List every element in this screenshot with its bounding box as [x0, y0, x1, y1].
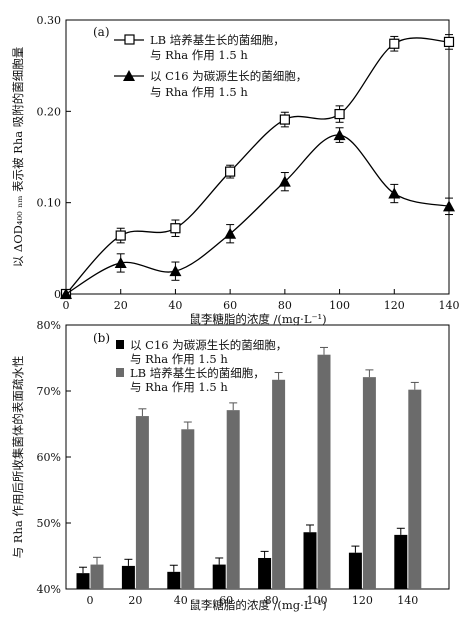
plot-frame-a	[65, 19, 450, 295]
legend-a-label-1b: 与 Rha 作用 1.5 h	[150, 48, 248, 62]
data-point-triangle	[224, 227, 237, 239]
bar-lb	[135, 416, 149, 589]
bar-c16	[303, 532, 317, 589]
data-point-triangle	[60, 288, 72, 299]
y-tick-label-a: 0.10	[37, 197, 62, 210]
x-tick-label-b: 20	[128, 594, 142, 607]
bar-lb	[272, 379, 286, 589]
bar-lb	[362, 377, 376, 589]
x-tick-label-b: 120	[352, 594, 373, 607]
legend-b-swatch-2	[116, 368, 124, 377]
x-tick-label-b: 140	[397, 594, 418, 607]
legend-a-marker-2	[123, 70, 135, 81]
x-tick-label-a: 80	[278, 299, 292, 312]
x-tick-label-a: 120	[384, 299, 405, 312]
data-point-square	[389, 38, 400, 49]
data-point-triangle	[169, 265, 182, 277]
x-tick-label-b: 40	[174, 594, 188, 607]
bar-c16	[212, 564, 226, 589]
legend-a: LB 培养基生长的菌细胞， 与 Rha 作用 1.5 h 以 C16 为碳源生长…	[114, 33, 307, 99]
x-tick-label-b: 80	[265, 594, 279, 607]
x-tick-label-b: 60	[219, 594, 233, 607]
x-tick-label-a: 140	[439, 299, 460, 312]
data-point-square	[225, 166, 236, 177]
legend-b-label-2b: 与 Rha 作用 1.5 h	[130, 380, 228, 394]
y-axis-title-b: 与 Rha 作用后所收集菌体的表面疏水性	[11, 356, 25, 559]
data-point-square	[279, 114, 290, 125]
x-tick-label-a: 0	[63, 299, 70, 312]
x-tick-label-b: 0	[87, 594, 94, 607]
bar-c16	[258, 557, 272, 589]
bar-lb	[226, 410, 240, 589]
data-point-triangle	[114, 256, 127, 268]
y-tick-label-b: 60%	[37, 451, 61, 464]
y-tick-label-b: 70%	[37, 385, 61, 398]
legend-a-marker-1	[124, 34, 135, 45]
panel-a: 0 0.10 0.20 0.30 0 20 40 60 80 100 120 140 (a) LB …	[11, 14, 460, 326]
data-point-square	[115, 230, 126, 241]
legend-b-label-1a: 以 C16 为碳源生长的菌细胞，	[130, 338, 287, 352]
panel-label-a: (a)	[93, 25, 110, 39]
data-point-square	[443, 36, 455, 48]
data-point-square	[170, 223, 181, 234]
x-tick-label-a: 40	[168, 299, 182, 312]
legend-b-label-1b: 与 Rha 作用 1.5 h	[130, 352, 228, 366]
bar-lb	[317, 354, 331, 589]
bar-c16	[167, 571, 181, 589]
y-tick-label-a: 0	[54, 288, 61, 301]
bar-lb	[90, 564, 104, 589]
y-axis-title-a: 以 ΔOD₄₀₀ ₙₘ 表示被 Rha 吸附的菌细胞量	[11, 47, 25, 268]
legend-a-label-2a: 以 C16 为碳源生长的菌细胞，	[150, 69, 307, 83]
data-point-triangle	[278, 175, 291, 187]
bar-c16	[76, 573, 90, 589]
plot-frame-b	[65, 324, 450, 590]
legend-b-swatch-1	[116, 340, 124, 349]
y-tick-label-b: 50%	[37, 517, 61, 530]
y-tick-label-b: 40%	[37, 583, 61, 596]
x-tick-label-b: 100	[307, 594, 328, 607]
legend-a-label-1a: LB 培养基生长的菌细胞，	[150, 33, 285, 47]
legend-b-label-2a: LB 培养基生长的菌细胞，	[130, 366, 265, 380]
data-point-triangle	[333, 129, 346, 141]
y-tick-label-a: 0.30	[37, 14, 62, 27]
bar-c16	[348, 552, 362, 589]
bar-lb	[408, 389, 422, 589]
panel-b: 40% 50% 60% 70% 80% 0 20 40 60 80 100 120 140 (b) 以…	[11, 319, 450, 612]
y-tick-label-a: 0.20	[37, 105, 62, 118]
bar-lb	[181, 429, 195, 589]
x-axis-title-b: 鼠李糖脂的浓度 /(mg·L⁻¹)	[189, 598, 326, 612]
x-tick-label-a: 100	[329, 299, 350, 312]
data-point-square	[334, 108, 345, 120]
legend-b: 以 C16 为碳源生长的菌细胞， 与 Rha 作用 1.5 h LB 培养基生长…	[116, 338, 287, 394]
panel-label-b: (b)	[93, 331, 110, 345]
y-tick-label-b: 80%	[37, 319, 61, 332]
data-point-triangle	[443, 200, 455, 212]
legend-a-label-2b: 与 Rha 作用 1.5 h	[150, 85, 248, 99]
bar-c16	[121, 565, 135, 589]
x-tick-label-a: 20	[114, 299, 128, 312]
x-tick-label-a: 60	[223, 299, 237, 312]
bar-c16	[394, 534, 408, 589]
data-point-triangle	[388, 187, 401, 199]
x-axis-title-a: 鼠李糖脂的浓度 /(mg·L⁻¹)	[189, 312, 326, 326]
series-line-2	[65, 134, 450, 295]
